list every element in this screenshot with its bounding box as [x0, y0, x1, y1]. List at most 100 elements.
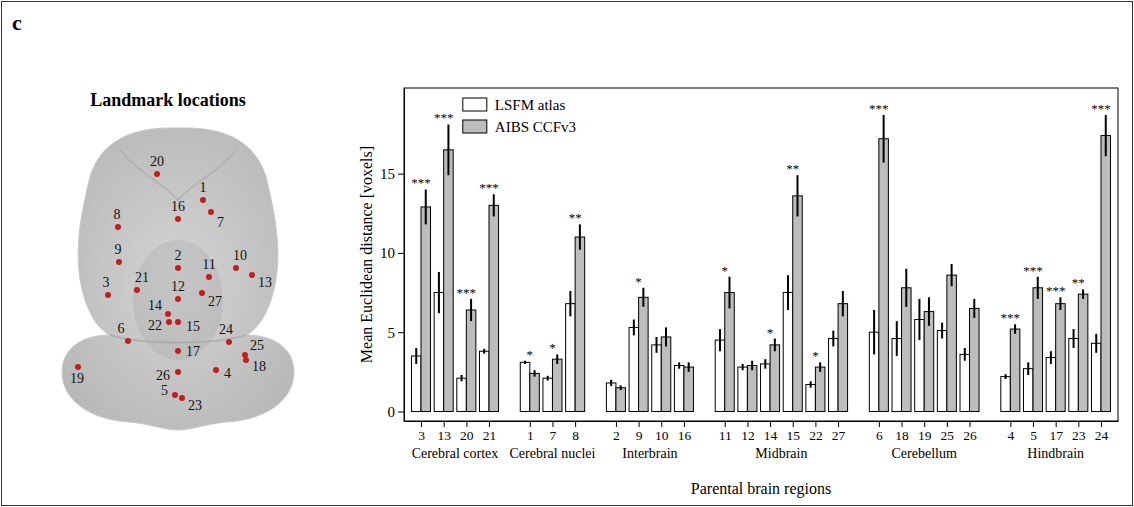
landmark-dot — [208, 209, 214, 215]
landmark-dot — [125, 338, 131, 344]
landmark-dot — [206, 274, 212, 280]
bar — [738, 367, 748, 411]
x-tick: 11 — [719, 421, 732, 443]
landmark-dot — [242, 352, 248, 358]
landmark-label: 2 — [175, 248, 182, 263]
x-tick-mark — [575, 421, 576, 427]
significance: *** — [1023, 263, 1043, 278]
x-tick: 14 — [764, 421, 778, 443]
significance: * — [549, 340, 556, 355]
landmark-dot — [175, 369, 181, 375]
y-tick-label: 10 — [380, 245, 395, 261]
error-bar — [678, 362, 680, 368]
bar — [747, 366, 757, 412]
bar — [444, 150, 454, 412]
bar — [674, 366, 684, 412]
significance: * — [527, 347, 534, 362]
error-bar — [569, 291, 571, 316]
x-tick-mark — [924, 421, 925, 427]
error-bar — [556, 354, 558, 364]
bar — [606, 383, 616, 412]
x-tick: 17 — [1049, 421, 1063, 443]
x-tick-mark — [770, 421, 771, 427]
landmark-dot — [172, 392, 178, 398]
x-tick-mark — [1078, 421, 1079, 427]
error-bar — [1014, 324, 1016, 334]
x-tick-label: 5 — [1030, 428, 1037, 443]
x-tick-label: 20 — [460, 428, 474, 443]
landmark-label: 12 — [171, 279, 185, 294]
landmark-label: 15 — [186, 319, 200, 334]
landmark-label: 21 — [135, 270, 149, 285]
x-tick-mark — [1101, 421, 1102, 427]
significance: *** — [457, 285, 477, 300]
error-bar — [579, 224, 581, 249]
bar — [725, 293, 735, 412]
x-axis-title: Parental brain regions — [691, 480, 831, 498]
landmark-dot — [154, 171, 160, 177]
x-tick-label: 23 — [1072, 428, 1086, 443]
bar — [960, 354, 970, 411]
error-bar — [438, 272, 440, 313]
landmark-label: 1 — [200, 180, 207, 195]
bar — [1033, 288, 1043, 412]
bar — [1091, 343, 1101, 411]
x-tick-label: 13 — [437, 428, 451, 443]
landmark-dot — [175, 348, 181, 354]
x-tick-mark — [815, 421, 816, 427]
bar — [838, 304, 848, 412]
error-bar — [1073, 329, 1075, 348]
x-axis: 3132021178291016111214152227618192526451… — [405, 421, 1119, 443]
x-tick-label: 2 — [613, 428, 620, 443]
bar — [970, 308, 980, 411]
bar — [489, 205, 499, 411]
landmark-dot — [249, 272, 255, 278]
error-bar — [415, 348, 417, 364]
x-tick-mark — [970, 421, 971, 427]
x-tick-mark — [902, 421, 903, 427]
error-bar — [883, 115, 885, 163]
x-tick: 19 — [918, 421, 932, 443]
x-tick-label: 17 — [1049, 428, 1063, 443]
bar — [879, 139, 889, 412]
landmark-label: 9 — [115, 242, 122, 257]
significance: *** — [1091, 101, 1111, 116]
y-tick: 10 — [380, 245, 404, 261]
x-tick: 15 — [786, 421, 800, 443]
error-bar — [787, 275, 789, 310]
bar — [661, 337, 671, 412]
landmark-dot — [165, 311, 171, 317]
error-bar — [905, 269, 907, 307]
error-bar — [819, 362, 821, 372]
significance: *** — [1046, 283, 1066, 298]
x-tick-mark — [530, 421, 531, 427]
error-bar — [633, 320, 635, 336]
x-tick: 24 — [1095, 421, 1109, 443]
x-tick-mark — [684, 421, 685, 427]
x-tick: 23 — [1072, 421, 1086, 443]
landmark-dot — [166, 319, 172, 325]
x-tick-mark — [421, 421, 422, 427]
x-tick: 3 — [418, 421, 425, 443]
bar — [616, 388, 626, 412]
bar — [652, 345, 662, 412]
y-tick-label: 0 — [388, 404, 396, 420]
x-tick-label: 10 — [655, 428, 669, 443]
x-tick-mark — [793, 421, 794, 427]
error-bar — [493, 194, 495, 216]
landmark-dot — [179, 395, 185, 401]
error-bar — [796, 175, 798, 216]
landmark-dot — [200, 197, 206, 203]
brain-outline — [62, 128, 294, 430]
landmark-dot — [199, 290, 205, 296]
x-tick-label: 3 — [418, 428, 425, 443]
error-bar — [688, 362, 690, 372]
x-tick: 6 — [876, 421, 883, 443]
error-bar — [1059, 297, 1061, 310]
error-bar — [1082, 289, 1084, 299]
bar — [1078, 294, 1088, 411]
error-bar — [728, 277, 730, 309]
bar — [629, 327, 639, 411]
x-tick-mark — [1056, 421, 1057, 427]
x-tick-label: 24 — [1095, 428, 1109, 443]
